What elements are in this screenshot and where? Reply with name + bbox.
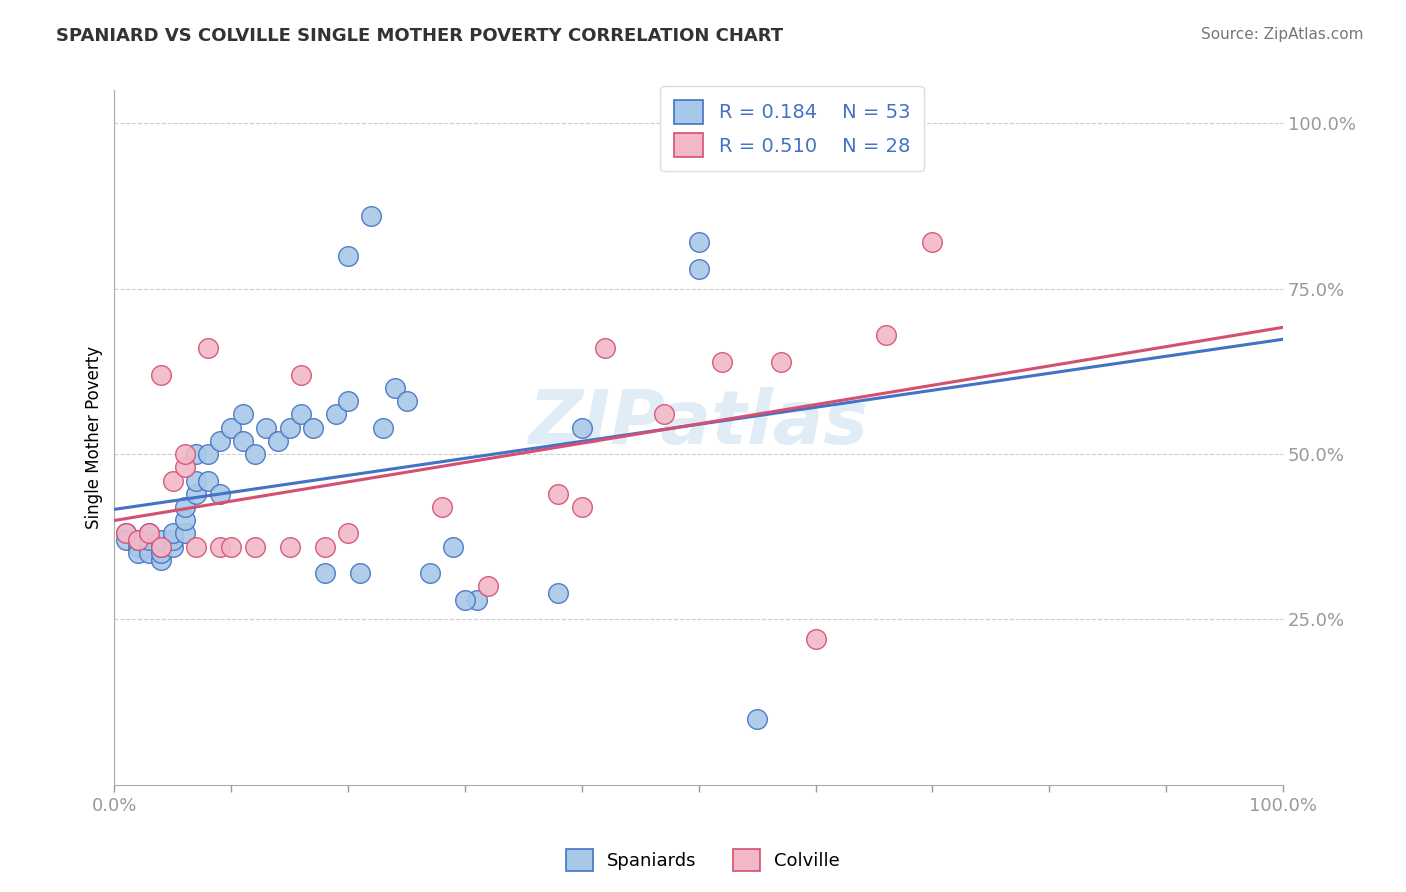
Point	[173, 447, 195, 461]
Point	[232, 434, 254, 448]
Point	[384, 381, 406, 395]
Point	[138, 546, 160, 560]
Point	[162, 474, 184, 488]
Point	[688, 235, 710, 250]
Point	[711, 354, 734, 368]
Point	[232, 408, 254, 422]
Point	[465, 592, 488, 607]
Point	[243, 447, 266, 461]
Point	[186, 447, 208, 461]
Point	[290, 408, 312, 422]
Point	[115, 533, 138, 547]
Point	[173, 513, 195, 527]
Point	[571, 420, 593, 434]
Point	[197, 341, 219, 355]
Point	[219, 540, 242, 554]
Point	[150, 553, 173, 567]
Point	[314, 540, 336, 554]
Text: Source: ZipAtlas.com: Source: ZipAtlas.com	[1201, 27, 1364, 42]
Point	[454, 592, 477, 607]
Point	[150, 368, 173, 382]
Point	[127, 533, 149, 547]
Point	[593, 341, 616, 355]
Point	[547, 586, 569, 600]
Y-axis label: Single Mother Poverty: Single Mother Poverty	[86, 346, 103, 529]
Point	[337, 526, 360, 541]
Point	[243, 540, 266, 554]
Point	[115, 526, 138, 541]
Point	[921, 235, 943, 250]
Text: ZIPatlas: ZIPatlas	[529, 387, 869, 460]
Point	[197, 474, 219, 488]
Point	[547, 487, 569, 501]
Point	[745, 712, 768, 726]
Point	[430, 500, 453, 514]
Point	[150, 546, 173, 560]
Point	[208, 540, 231, 554]
Point	[173, 500, 195, 514]
Point	[360, 209, 382, 223]
Point	[208, 434, 231, 448]
Point	[769, 354, 792, 368]
Point	[186, 474, 208, 488]
Point	[115, 526, 138, 541]
Point	[150, 540, 173, 554]
Point	[208, 487, 231, 501]
Point	[314, 566, 336, 581]
Point	[150, 533, 173, 547]
Point	[254, 420, 277, 434]
Point	[688, 261, 710, 276]
Point	[337, 249, 360, 263]
Point	[804, 632, 827, 647]
Point	[127, 533, 149, 547]
Point	[173, 460, 195, 475]
Point	[267, 434, 290, 448]
Point	[138, 540, 160, 554]
Point	[278, 420, 301, 434]
Point	[138, 533, 160, 547]
Point	[373, 420, 395, 434]
Point	[477, 579, 499, 593]
Point	[162, 526, 184, 541]
Point	[325, 408, 347, 422]
Point	[349, 566, 371, 581]
Point	[173, 526, 195, 541]
Point	[162, 533, 184, 547]
Point	[875, 328, 897, 343]
Point	[441, 540, 464, 554]
Point	[652, 408, 675, 422]
Point	[278, 540, 301, 554]
Point	[138, 526, 160, 541]
Point	[138, 526, 160, 541]
Point	[127, 540, 149, 554]
Point	[302, 420, 325, 434]
Point	[186, 487, 208, 501]
Point	[162, 540, 184, 554]
Legend: R = 0.184    N = 53, R = 0.510    N = 28: R = 0.184 N = 53, R = 0.510 N = 28	[661, 87, 924, 170]
Point	[337, 394, 360, 409]
Point	[219, 420, 242, 434]
Point	[290, 368, 312, 382]
Point	[419, 566, 441, 581]
Point	[197, 447, 219, 461]
Legend: Spaniards, Colville: Spaniards, Colville	[558, 842, 848, 879]
Point	[571, 500, 593, 514]
Point	[127, 546, 149, 560]
Text: SPANIARD VS COLVILLE SINGLE MOTHER POVERTY CORRELATION CHART: SPANIARD VS COLVILLE SINGLE MOTHER POVER…	[56, 27, 783, 45]
Point	[150, 540, 173, 554]
Point	[186, 540, 208, 554]
Point	[395, 394, 418, 409]
